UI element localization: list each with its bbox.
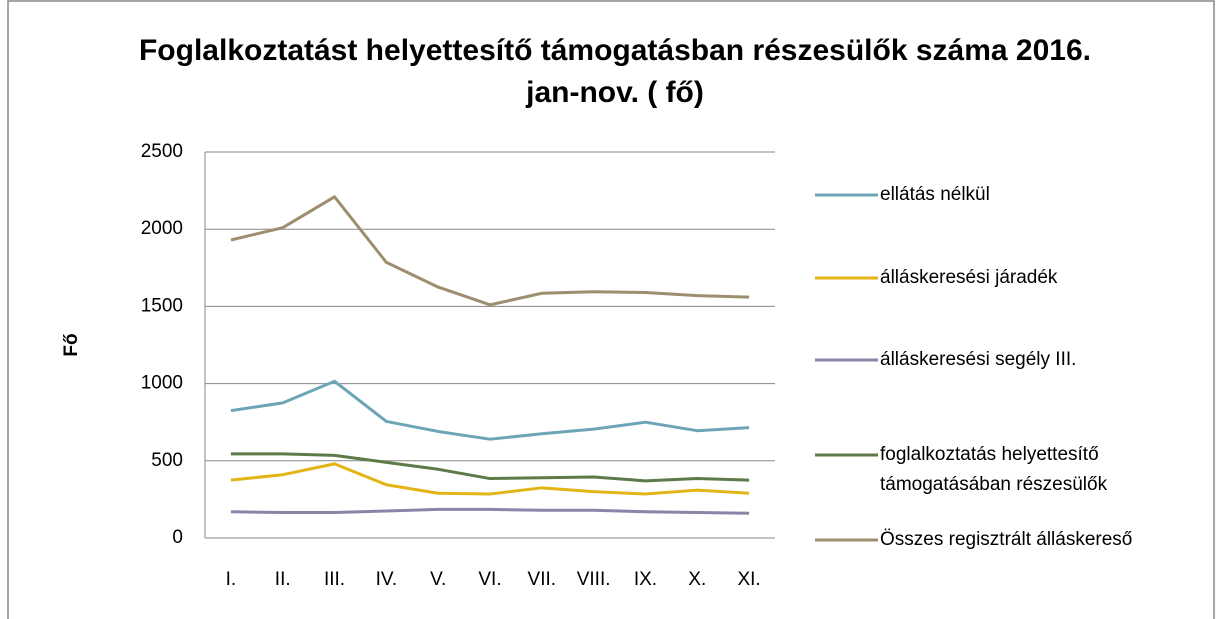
chart-title: Foglalkoztatást helyettesítő támogatásba… [138,34,1092,109]
x-tick-label: IX. [634,569,657,590]
y-tick-label: 500 [151,450,183,471]
y-tick-label: 2000 [141,218,183,239]
x-tick-label: II. [275,569,291,590]
series-line [230,462,750,496]
legend-label: foglalkoztatás helyettesítő támogatásába… [880,444,1108,495]
y-tick-label: 0 [172,527,183,548]
legend-label: Összes regisztrált álláskereső [880,529,1133,550]
x-tick-label: IV. [376,569,398,590]
y-tick-label: 2500 [141,141,183,162]
series-line [230,507,750,515]
legend-label: álláskeresési járadék [880,267,1058,288]
y-tick-label: 1500 [141,295,183,316]
x-tick-label: VII. [528,569,557,590]
legend-label: álláskeresési segély III. [880,349,1077,370]
x-tick-label: III. [324,569,345,590]
x-tick-label: V. [430,569,446,590]
x-tick-label: VIII. [577,569,611,590]
chart-frame [7,0,1215,619]
series-line [230,379,750,441]
x-tick-label: I. [226,569,237,590]
x-tick-label: X. [688,569,706,590]
series-line [230,452,750,483]
legend-label: ellátás nélkül [880,184,990,205]
series-line [230,195,750,307]
x-tick-label: VI. [478,569,501,590]
y-tick-label: 1000 [141,373,183,394]
y-axis-label: Fő [61,333,82,356]
x-tick-label: XI. [737,569,760,590]
